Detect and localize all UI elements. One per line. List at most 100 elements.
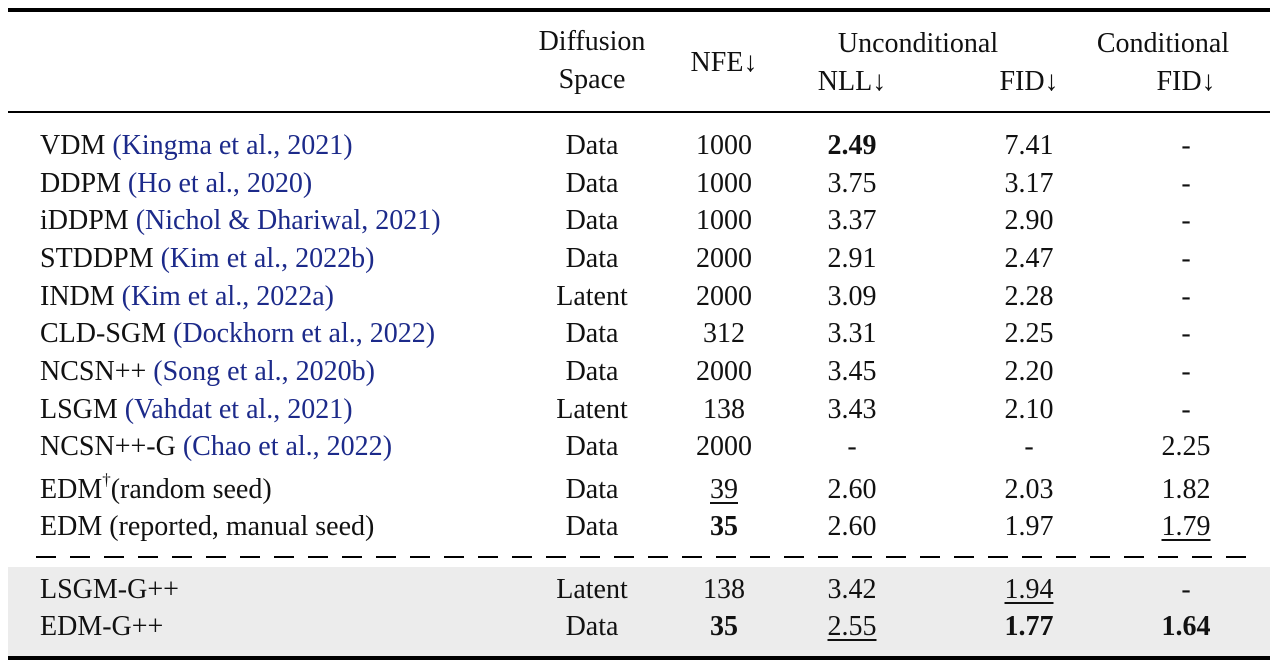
table-row-model: LSGM-G++ [40, 574, 179, 605]
table-cell-nll: 2.55 [827, 611, 877, 642]
table-cell-fid: - [1024, 431, 1034, 462]
citation-link[interactable]: Kim et al., 2022a [131, 281, 325, 312]
citation-link[interactable]: Chao et al., 2022 [192, 431, 383, 462]
table-cell-space: Data [565, 431, 619, 462]
table-row-model: EDM†(random seed) [40, 470, 272, 505]
header-rule [8, 111, 1270, 113]
table-cell-nll: 3.37 [827, 205, 877, 236]
table-cell-nll: 3.75 [827, 168, 877, 199]
table-cell-space: Data [565, 130, 619, 161]
table-cell-nfe: 2000 [696, 281, 752, 312]
table-cell-cond-fid: 2.25 [1161, 431, 1211, 462]
table-cell-cond-fid: 1.64 [1161, 611, 1211, 642]
table-cell-nll: 2.60 [827, 511, 877, 542]
table-cell-fid: 1.77 [1004, 611, 1054, 642]
table-cell-fid: 7.41 [1004, 130, 1054, 161]
table-cell-space: Data [565, 611, 619, 642]
table-cell-fid: 2.25 [1004, 318, 1054, 349]
table-cell-cond-fid: - [1181, 356, 1191, 387]
table-row-model: iDDPM (Nichol & Dhariwal, 2021) [40, 205, 441, 236]
table-cell-space: Data [565, 205, 619, 236]
table-cell-space: Data [565, 168, 619, 199]
bottom-rule [8, 656, 1270, 660]
table-cell-fid: 2.28 [1004, 281, 1054, 312]
table-cell-fid: 3.17 [1004, 168, 1054, 199]
table-cell-nll: 3.43 [827, 394, 877, 425]
table-cell-nfe: 1000 [696, 168, 752, 199]
table-cell-nfe: 39 [710, 474, 738, 505]
table-cell-nll: 3.09 [827, 281, 877, 312]
table-row-model: CLD-SGM (Dockhorn et al., 2022) [40, 318, 436, 349]
table-cell-space: Data [565, 511, 619, 542]
citation-link[interactable]: Nichol & Dhariwal, 2021 [145, 205, 432, 236]
table-row-model: LSGM (Vahdat et al., 2021) [40, 394, 353, 425]
header-nfe: NFE↓ [690, 47, 758, 78]
table-cell-fid: 1.94 [1004, 574, 1054, 605]
header-fid-unconditional: FID↓ [999, 66, 1059, 97]
citation-link[interactable]: Ho et al., 2020 [137, 168, 303, 199]
table-cell-fid: 1.97 [1004, 511, 1054, 542]
header-nll: NLL↓ [817, 66, 887, 97]
table-cell-nll: 2.91 [827, 243, 877, 274]
table-cell-nfe: 1000 [696, 205, 752, 236]
table-cell-nll: 2.49 [827, 130, 877, 161]
table-cell-nll: 2.60 [827, 474, 877, 505]
table-cell-cond-fid: - [1181, 205, 1191, 236]
table-cell-fid: 2.10 [1004, 394, 1054, 425]
table-cell-nll: 3.45 [827, 356, 877, 387]
citation-link[interactable]: Vahdat et al., 2021 [134, 394, 344, 425]
table-cell-space: Data [565, 356, 619, 387]
citation-link[interactable]: Song et al., 2020b [162, 356, 366, 387]
table-cell-space: Data [565, 474, 619, 505]
table-cell-nfe: 312 [703, 318, 745, 349]
table-cell-fid: 2.47 [1004, 243, 1054, 274]
table-cell-space: Latent [556, 281, 628, 312]
table-cell-fid: 2.03 [1004, 474, 1054, 505]
table-cell-space: Latent [556, 394, 628, 425]
highlight-band [8, 567, 1270, 656]
header-fid-conditional: FID↓ [1156, 66, 1216, 97]
table-cell-space: Data [565, 318, 619, 349]
citation-link[interactable]: Dockhorn et al., 2022 [182, 318, 426, 349]
table-cell-nll: 3.31 [827, 318, 877, 349]
table-row-model: EDM-G++ [40, 611, 164, 642]
table-row-model: NCSN++-G (Chao et al., 2022) [40, 431, 393, 462]
table-cell-cond-fid: - [1181, 318, 1191, 349]
header-space: Space [558, 64, 626, 95]
table-cell-nll: 3.42 [827, 574, 877, 605]
table-cell-cond-fid: - [1181, 243, 1191, 274]
table-cell-nfe: 1000 [696, 130, 752, 161]
table-cell-nfe: 138 [703, 394, 745, 425]
table-row-model: STDDPM (Kim et al., 2022b) [40, 243, 375, 274]
header-conditional: Conditional [1096, 28, 1230, 59]
table-row-model: NCSN++ (Song et al., 2020b) [40, 356, 375, 387]
dashed-divider [36, 556, 1246, 558]
table-cell-cond-fid: - [1181, 574, 1191, 605]
table-cell-cond-fid: 1.82 [1161, 474, 1211, 505]
citation-link[interactable]: Kim et al., 2022b [169, 243, 366, 274]
top-rule [8, 8, 1270, 12]
dagger-mark: † [102, 470, 111, 489]
table-cell-nfe: 138 [703, 574, 745, 605]
table-cell-cond-fid: 1.79 [1161, 511, 1211, 542]
table-cell-nfe: 35 [710, 511, 738, 542]
table-cell-space: Latent [556, 574, 628, 605]
table-cell-nfe: 35 [710, 611, 738, 642]
table-cell-cond-fid: - [1181, 168, 1191, 199]
table-cell-fid: 2.20 [1004, 356, 1054, 387]
table-cell-nfe: 2000 [696, 243, 752, 274]
table-row-model: DDPM (Ho et al., 2020) [40, 168, 313, 199]
header-diffusion: Diffusion [538, 26, 646, 57]
table-cell-cond-fid: - [1181, 394, 1191, 425]
table-row-model: EDM (reported, manual seed) [40, 511, 375, 542]
table-cell-nfe: 2000 [696, 356, 752, 387]
table-cell-cond-fid: - [1181, 281, 1191, 312]
table-cell-nfe: 2000 [696, 431, 752, 462]
header-unconditional: Unconditional [837, 28, 999, 59]
table-row-model: INDM (Kim et al., 2022a) [40, 281, 334, 312]
table-row-model: VDM (Kingma et al., 2021) [40, 130, 353, 161]
citation-link[interactable]: Kingma et al., 2021 [121, 130, 344, 161]
table-cell-fid: 2.90 [1004, 205, 1054, 236]
table-cell-space: Data [565, 243, 619, 274]
table-cell-nll: - [847, 431, 857, 462]
